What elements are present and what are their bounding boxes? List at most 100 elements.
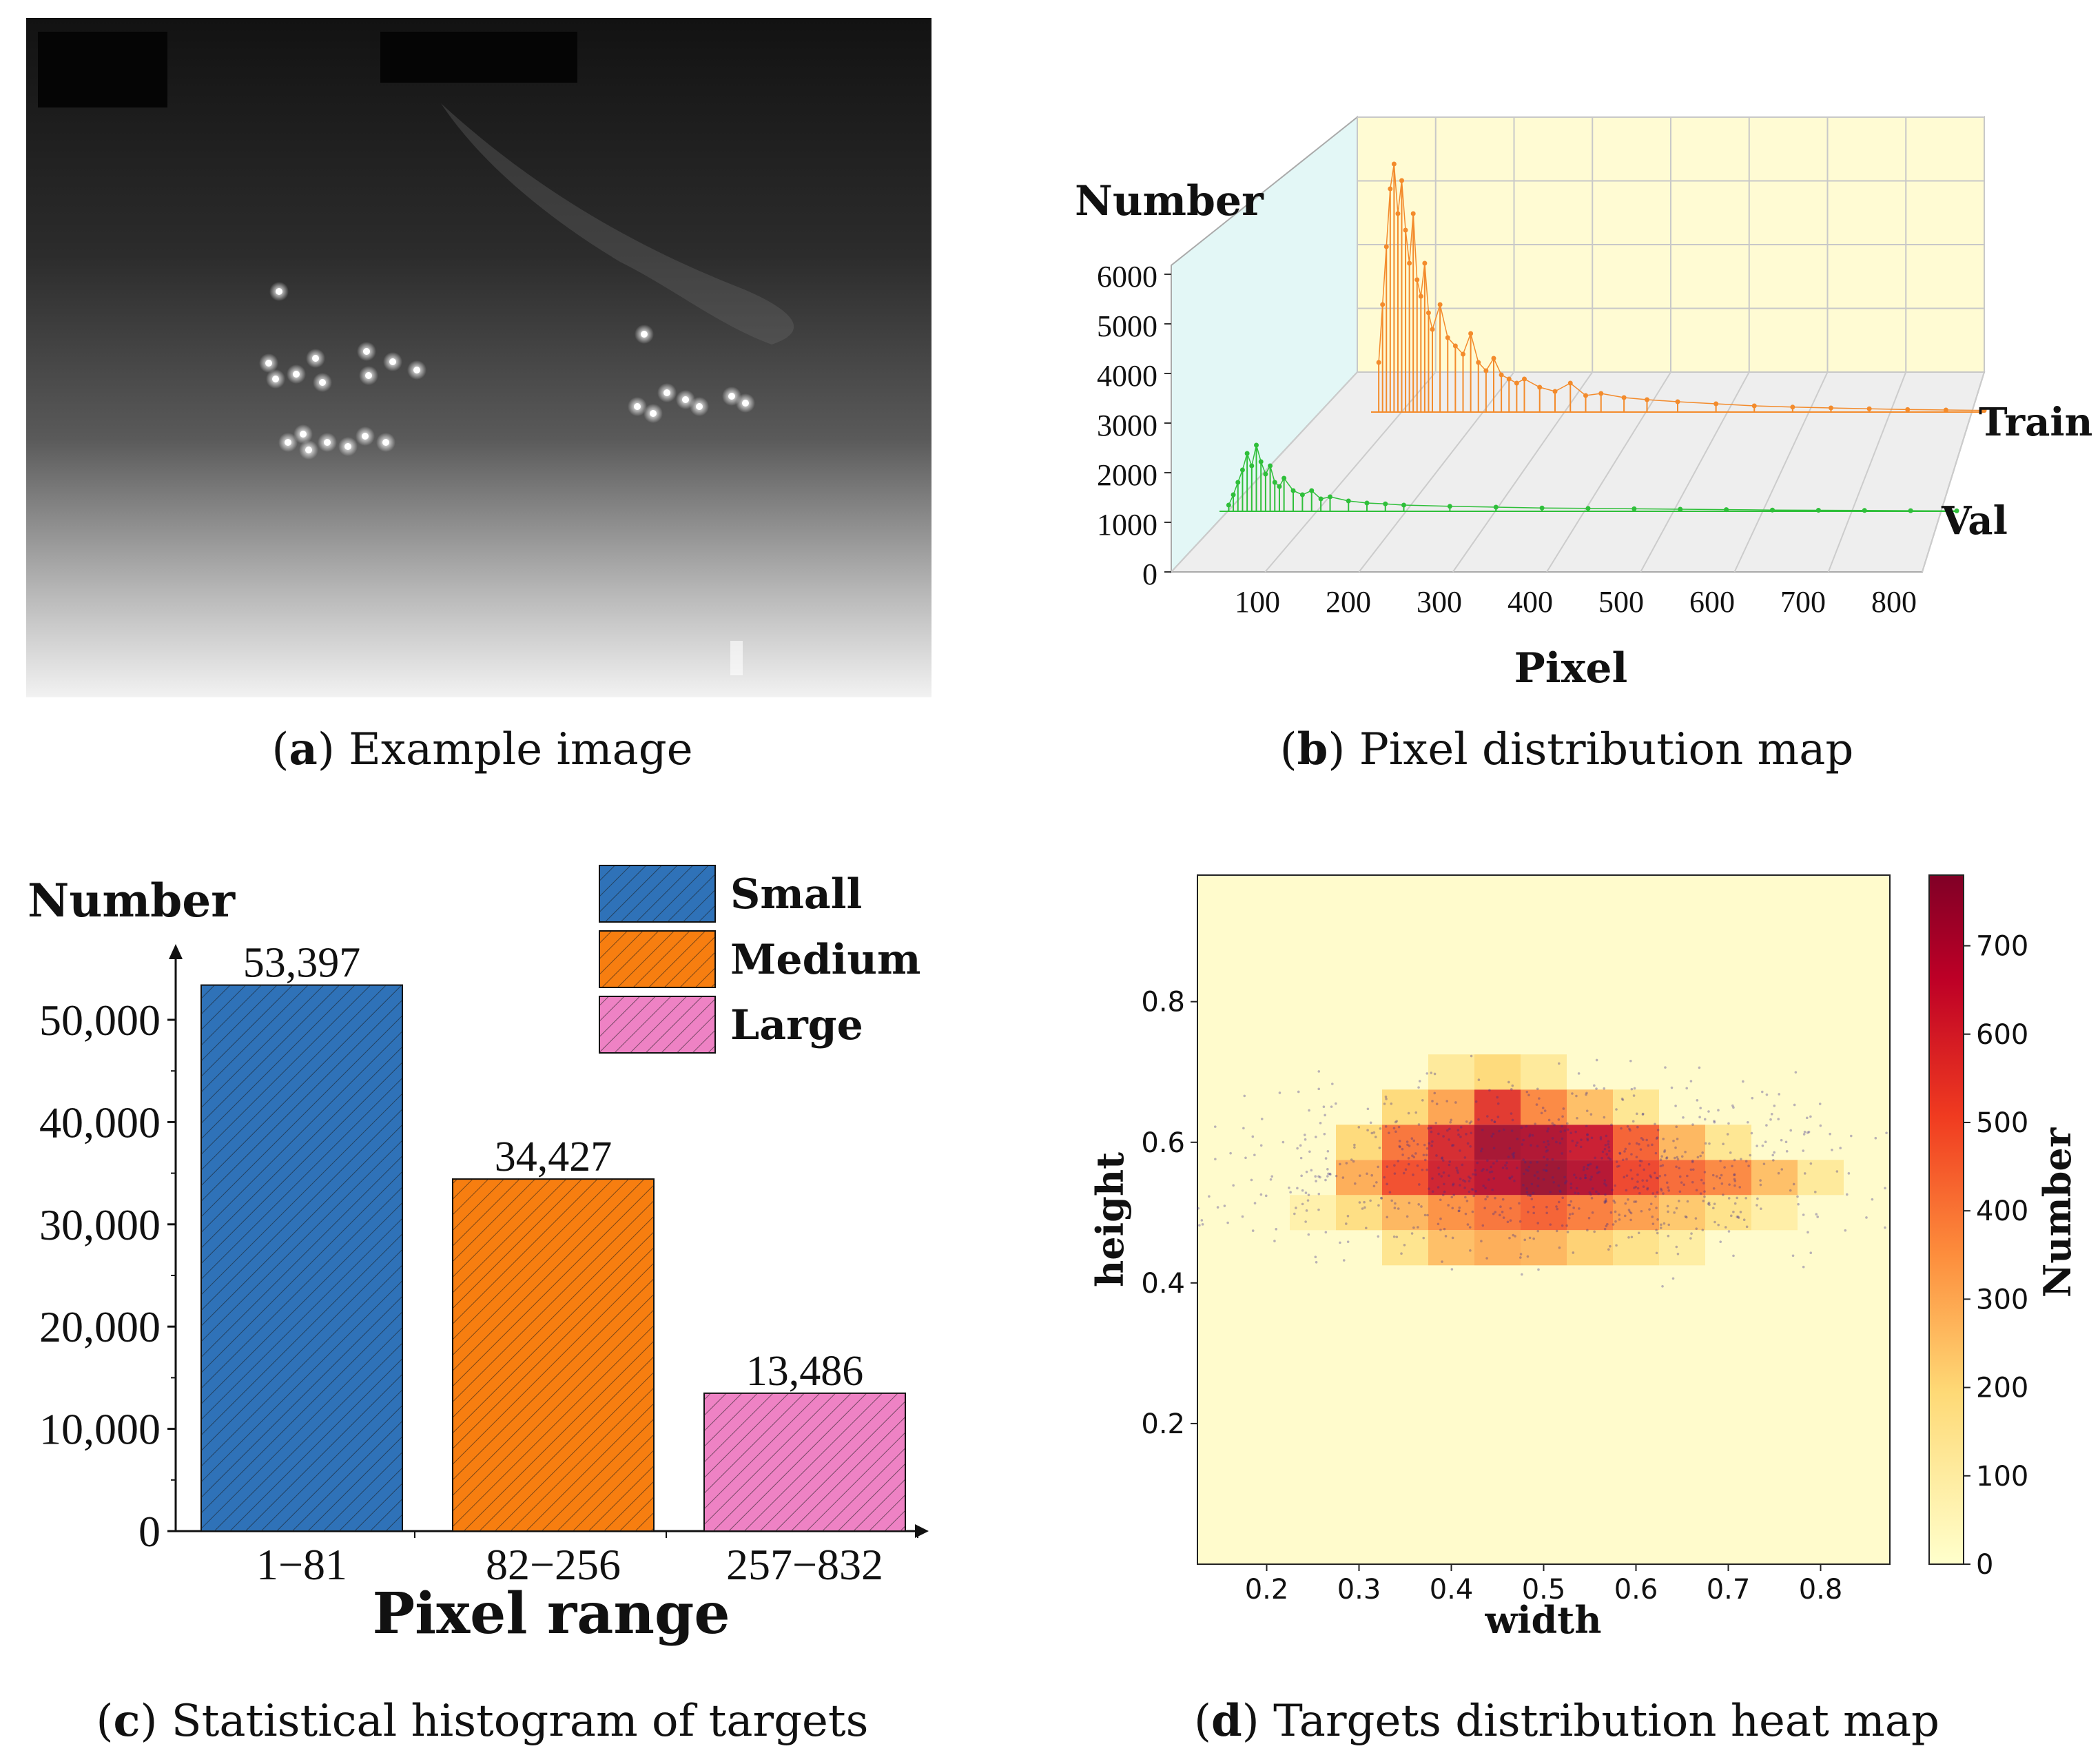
scatter-point [1603,1116,1606,1119]
scatter-point [1486,1115,1489,1118]
scatter-point [1691,1159,1694,1162]
series-label-train: Train [1979,400,2092,445]
scatter-point [1536,1145,1539,1148]
scatter-point [1430,1144,1433,1147]
scatter-point [1558,1142,1562,1145]
scatter-point [1519,1220,1522,1223]
series-line-val [1228,444,1957,512]
scatter-point [1457,1133,1460,1136]
scatter-point [1626,1125,1629,1128]
scatter-point [1627,1198,1629,1201]
scatter-point [1326,1175,1329,1178]
scatter-point [1589,1178,1592,1181]
scatter-point [1483,1207,1486,1209]
scatter-point [1505,1161,1508,1165]
scatter-point [1306,1199,1310,1202]
scatter-point [1427,1127,1430,1130]
scatter-point [1364,1227,1368,1229]
scatter-point [1450,1268,1454,1271]
scatter-point [1527,1165,1530,1169]
scatter-point [1747,1120,1749,1124]
scatter-point [1412,1156,1416,1159]
scatter-point [1807,1130,1811,1134]
scatter-point [1595,1087,1598,1090]
scatter-point [1655,1176,1658,1180]
scatter-point [1512,1233,1515,1237]
scatter-point [1281,1140,1285,1144]
scatter-point [1584,1176,1587,1180]
scatter-point [1430,1071,1433,1074]
scatter-point [1609,1211,1613,1214]
scatter-point [1603,1182,1606,1185]
scatter-point [1450,1196,1454,1199]
scatter-point [1229,1151,1232,1155]
scatter-point [1474,1173,1477,1176]
scatter-point [1575,1187,1578,1190]
scatter-point [1736,1216,1739,1218]
heatmap-cell [1567,1230,1613,1266]
scatter-point [1647,1162,1651,1166]
scatter-point [1567,1216,1571,1220]
scatter-point [1392,1127,1396,1130]
scatter-point [1670,1086,1674,1089]
scatter-point [1586,1229,1589,1232]
scatter-point [1414,1152,1417,1155]
scatter-point [1698,1066,1701,1069]
scatter-point [1506,1220,1510,1224]
scatter-point [1428,1142,1431,1145]
scatter-point [1296,1187,1299,1190]
scatter-point [1655,1229,1658,1231]
scatter-point [1651,1192,1655,1195]
scatter-point [1731,1165,1733,1168]
scatter-point [1572,1207,1575,1209]
scatter-point [1759,1183,1762,1187]
scatter-point [1742,1080,1744,1083]
scatter-point [1553,1123,1556,1127]
heatmap-cell [1428,1054,1474,1090]
heatmap-cell [1474,1160,1521,1196]
scatter-point [1591,1211,1594,1214]
scatter-point [1701,1229,1705,1231]
scatter-point [1802,1265,1805,1269]
scatter-point [1747,1165,1750,1167]
scatter-point [1596,1171,1599,1175]
scatter-point [1729,1214,1733,1218]
scatter-point [1656,1218,1659,1221]
scatter-point [1490,1170,1494,1173]
scatter-point [1477,1078,1481,1081]
scatter-point [1492,1132,1495,1136]
scatter-point [1589,1193,1592,1196]
scatter-point [1659,1165,1662,1168]
scatter-point [1431,1140,1434,1143]
scatter-point [1676,1138,1679,1140]
scatter-point [1293,1212,1296,1216]
scatter-point [1443,1227,1446,1231]
scatter-point [1461,1163,1464,1167]
scatter-point [1557,1200,1561,1204]
scatter-point [1691,1123,1694,1126]
scatter-point [1407,1156,1410,1160]
target-dot-core [634,403,641,410]
scatter-point [1317,1070,1321,1073]
scatter-point [1329,1173,1332,1176]
scatter-point [1629,1059,1632,1063]
scatter-point [1593,1230,1596,1233]
scatter-point [1595,1167,1598,1169]
scatter-point [1701,1151,1705,1154]
scatter-point [1574,1191,1577,1195]
scatter-point [1577,1072,1581,1075]
scatter-point [1641,1112,1645,1116]
scatter-point [1481,1224,1485,1227]
heatmap-cell [1567,1160,1613,1196]
scatter-point [1641,1179,1644,1182]
scatter-point [1545,1211,1548,1215]
scatter-point [1522,1138,1525,1142]
scatter-point [1352,1160,1355,1163]
scatter-point [1395,1235,1399,1238]
scatter-point [1319,1176,1321,1179]
scatter-point [1585,1093,1587,1096]
scatter-point [1728,1183,1731,1186]
scatter-point [1659,1158,1662,1161]
scatter-point [1815,1213,1818,1216]
scatter-point [1490,1118,1494,1122]
